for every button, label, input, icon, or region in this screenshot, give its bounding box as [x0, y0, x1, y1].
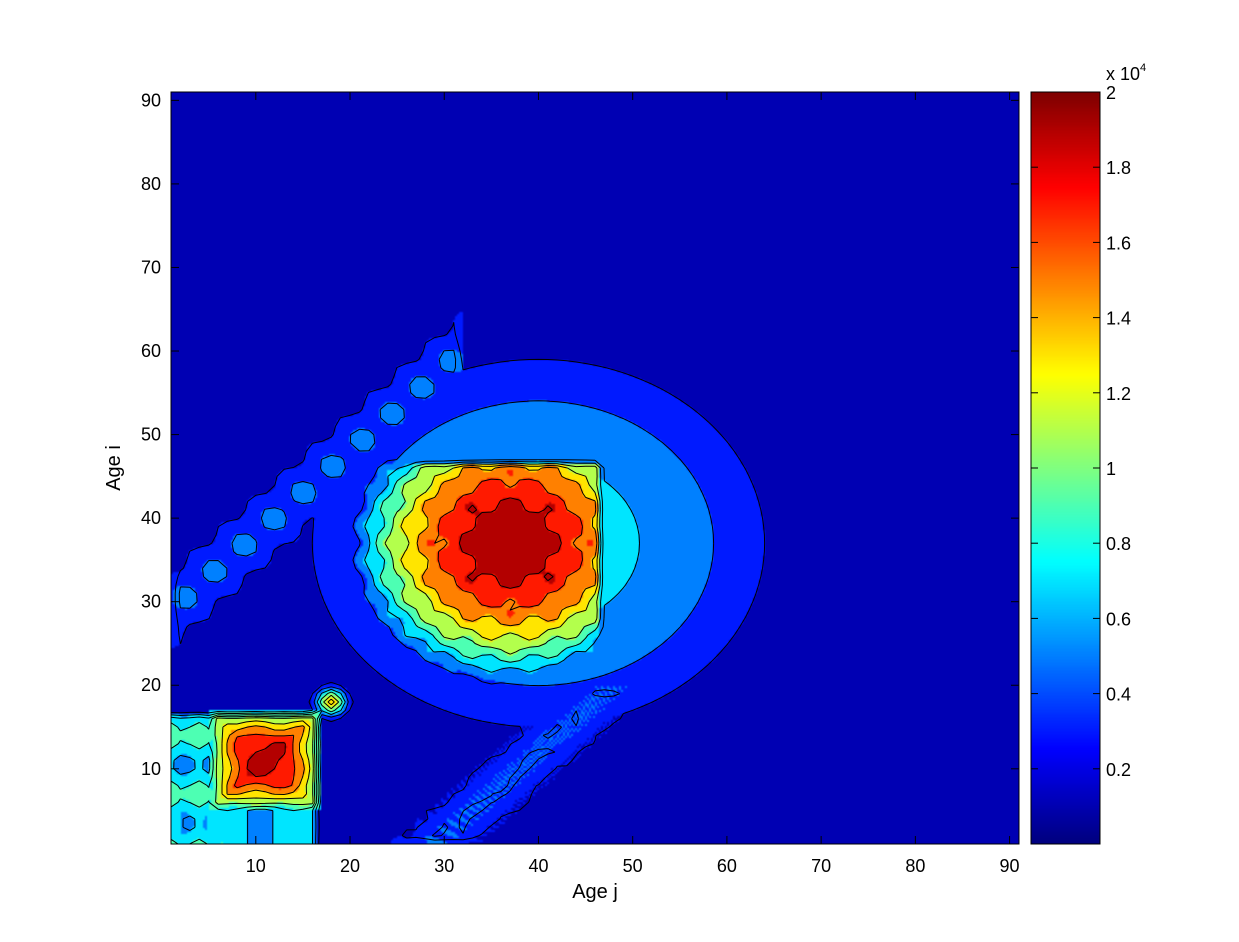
x-axis: 10 20 30 40 50 60 70 80 90 — [246, 92, 1020, 876]
contour-field — [171, 92, 1019, 844]
x-tick-label: 30 — [434, 856, 454, 876]
colorbar-tick-label: 1.4 — [1106, 309, 1131, 329]
contour-line — [214, 462, 602, 805]
y-tick-label: 50 — [141, 425, 161, 445]
contour-line — [233, 478, 583, 789]
x-tick-label: 20 — [340, 856, 360, 876]
contour-line — [171, 349, 715, 844]
y-tick-label: 20 — [141, 675, 161, 695]
colorbar-tick-label: 1.2 — [1106, 384, 1131, 404]
x-tick-label: 60 — [717, 856, 737, 876]
y-axis: 10 20 30 40 50 60 70 80 90 — [141, 90, 1019, 779]
contour-line — [226, 466, 598, 795]
colorbar-tick-label: 0.8 — [1106, 534, 1131, 554]
y-axis-label: Age i — [103, 445, 125, 491]
y-tick-label: 80 — [141, 174, 161, 194]
colorbar-tick-label: 0.4 — [1106, 685, 1131, 705]
x-axis-label: Age j — [572, 881, 618, 903]
colorbar-ticks: 0.2 0.4 0.6 0.8 1 1.2 1.4 1.6 1.8 2 — [1031, 83, 1131, 780]
colorbar-exponent: x 104 — [1106, 62, 1146, 84]
x-tick-label: 90 — [1000, 856, 1020, 876]
y-tick-label: 60 — [141, 341, 161, 361]
colorbar-tick-label: 0.2 — [1106, 760, 1131, 780]
contour-line — [171, 460, 604, 844]
contour-lines — [171, 322, 766, 844]
colorbar: 0.2 0.4 0.6 0.8 1 1.2 1.4 1.6 1.8 2 x 104 — [1030, 62, 1146, 845]
y-tick-label: 30 — [141, 592, 161, 612]
x-tick-label: 70 — [811, 856, 831, 876]
y-tick-label: 70 — [141, 257, 161, 277]
contour-line — [246, 497, 562, 778]
colorbar-tick-label: 1.8 — [1106, 158, 1131, 178]
x-tick-label: 50 — [623, 856, 643, 876]
colorbar-tick-label: 0.6 — [1106, 609, 1131, 629]
y-tick-label: 10 — [141, 759, 161, 779]
x-tick-label: 10 — [246, 856, 266, 876]
colorbar-tick-label: 2 — [1106, 83, 1116, 103]
plot-area — [170, 91, 1020, 845]
colorbar-tick-label: 1.6 — [1106, 233, 1131, 253]
x-tick-label: 80 — [905, 856, 925, 876]
contour-line — [171, 459, 640, 844]
plot-frame — [170, 91, 1020, 845]
contour-line — [221, 464, 600, 800]
colorbar-gradient — [1031, 92, 1100, 844]
y-tick-label: 90 — [141, 90, 161, 110]
x-tick-label: 40 — [528, 856, 548, 876]
colorbar-tick-label: 1 — [1106, 459, 1116, 479]
contour-line — [171, 322, 766, 844]
y-tick-label: 40 — [141, 508, 161, 528]
